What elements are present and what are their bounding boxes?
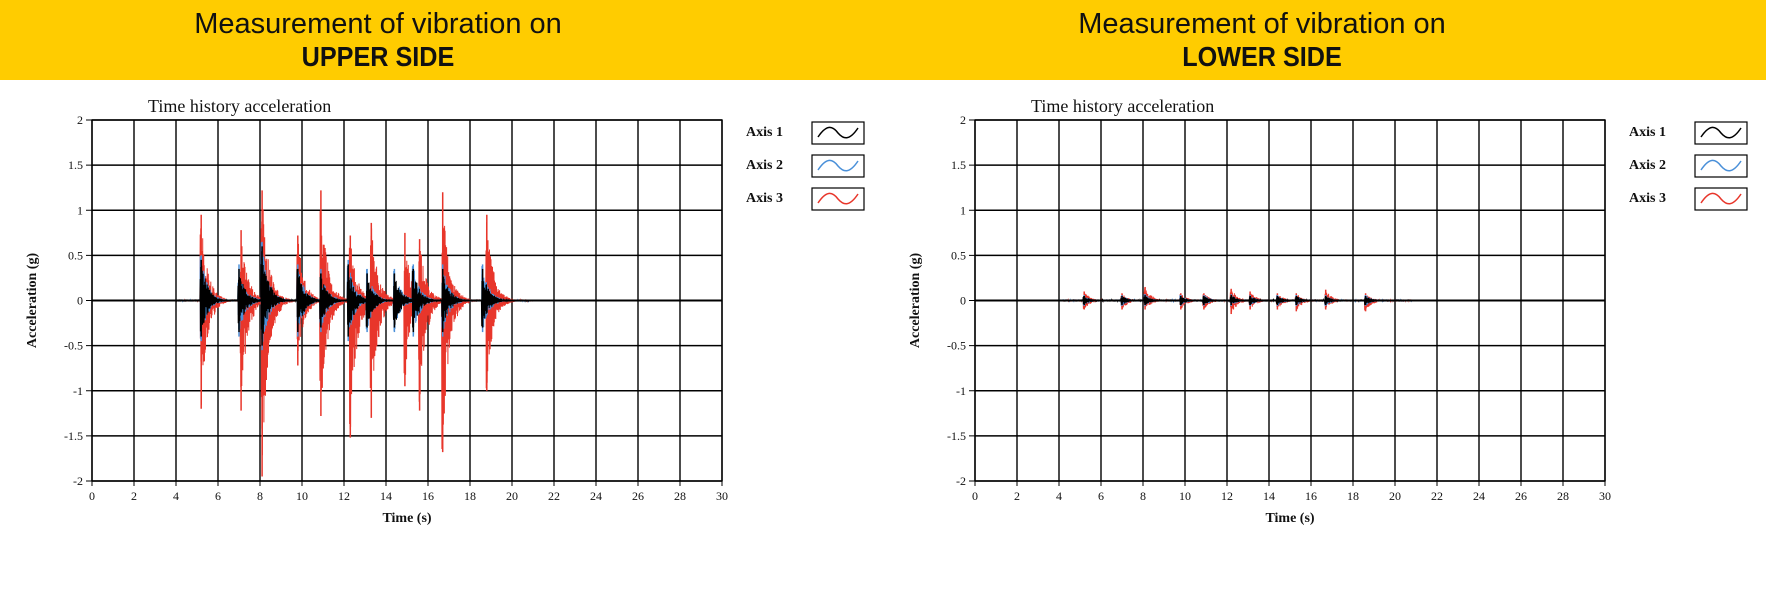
y-tick-label: -0.5 xyxy=(64,339,83,353)
y-axis-label: Acceleration (g) xyxy=(25,253,40,349)
x-tick-label: 8 xyxy=(1140,489,1146,503)
x-tick-label: 20 xyxy=(506,489,518,503)
y-tick-label: 0 xyxy=(77,294,83,308)
series-trace xyxy=(92,196,722,456)
y-tick-label: 1 xyxy=(960,203,966,217)
x-tick-label: 24 xyxy=(590,489,602,503)
y-tick-label: 1.5 xyxy=(68,158,83,172)
y-tick-label: -1.5 xyxy=(64,429,83,443)
x-tick-label: 14 xyxy=(380,489,392,503)
x-tick-label: 20 xyxy=(1389,489,1401,503)
series-axis-3 xyxy=(92,190,722,477)
x-tick-label: 6 xyxy=(215,489,221,503)
x-tick-label: 14 xyxy=(1263,489,1275,503)
x-tick-label: 16 xyxy=(1305,489,1317,503)
x-tick-label: 4 xyxy=(1056,489,1062,503)
legend-swatch-line xyxy=(817,126,859,139)
legend-label: Axis 1 xyxy=(1629,125,1666,140)
header-banner: Measurement of vibration on UPPER SIDE M… xyxy=(0,0,1766,80)
legend-swatch-line xyxy=(1700,192,1742,205)
plot-frame xyxy=(91,119,723,482)
x-tick-label: 10 xyxy=(1179,489,1191,503)
x-tick-label: 18 xyxy=(464,489,476,503)
x-tick-label: 22 xyxy=(1431,489,1443,503)
x-tick-label: 22 xyxy=(548,489,560,503)
legend-swatch-line xyxy=(817,159,859,172)
x-tick-label: 30 xyxy=(1599,489,1611,503)
legend-swatch-line xyxy=(1700,159,1742,172)
y-tick-label: -1 xyxy=(956,384,966,398)
x-axis-label: Time (s) xyxy=(1265,511,1314,526)
x-tick-label: 4 xyxy=(173,489,179,503)
x-tick-label: 12 xyxy=(1221,489,1233,503)
y-tick-label: 1 xyxy=(77,203,83,217)
y-tick-label: 1.5 xyxy=(951,158,966,172)
legend-swatch-line xyxy=(817,192,859,205)
y-tick-label: -1 xyxy=(73,384,83,398)
upper-side-heading: Measurement of vibration on UPPER SIDE xyxy=(128,8,628,73)
x-tick-label: 28 xyxy=(1557,489,1569,503)
x-tick-label: 30 xyxy=(716,489,728,503)
heading-line2: UPPER SIDE xyxy=(301,41,455,72)
chart-title: Time history acceleration xyxy=(1031,96,1214,116)
heading-line2: LOWER SIDE xyxy=(1182,41,1342,72)
legend-swatch-line xyxy=(1700,126,1742,139)
y-tick-label: 2 xyxy=(77,113,83,127)
x-tick-label: 2 xyxy=(1014,489,1020,503)
x-tick-label: 18 xyxy=(1347,489,1359,503)
x-tick-label: 0 xyxy=(89,489,95,503)
x-tick-label: 0 xyxy=(972,489,978,503)
y-tick-label: -1.5 xyxy=(947,429,966,443)
x-tick-label: 28 xyxy=(674,489,686,503)
x-axis-label: Time (s) xyxy=(382,511,431,526)
chart-title: Time history acceleration xyxy=(148,96,331,116)
y-tick-label: 0.5 xyxy=(951,248,966,262)
legend-label: Axis 2 xyxy=(746,158,783,173)
x-tick-label: 6 xyxy=(1098,489,1104,503)
heading-line1: Measurement of vibration on xyxy=(1078,8,1446,40)
x-tick-label: 24 xyxy=(1473,489,1485,503)
x-tick-label: 2 xyxy=(131,489,137,503)
legend-label: Axis 1 xyxy=(746,125,783,140)
x-tick-label: 10 xyxy=(296,489,308,503)
x-tick-label: 16 xyxy=(422,489,434,503)
y-axis-label: Acceleration (g) xyxy=(908,253,923,349)
y-tick-label: -2 xyxy=(956,474,966,488)
y-tick-label: 0 xyxy=(960,294,966,308)
legend-label: Axis 3 xyxy=(746,191,783,206)
heading-line1: Measurement of vibration on xyxy=(194,8,562,40)
legend-label: Axis 3 xyxy=(1629,191,1666,206)
y-tick-label: 0.5 xyxy=(68,248,83,262)
x-tick-label: 26 xyxy=(632,489,644,503)
legend-label: Axis 2 xyxy=(1629,158,1666,173)
plot-frame xyxy=(974,119,1606,482)
x-tick-label: 26 xyxy=(1515,489,1527,503)
y-tick-label: -2 xyxy=(73,474,83,488)
lower-side-heading: Measurement of vibration on LOWER SIDE xyxy=(1012,8,1512,73)
x-tick-label: 8 xyxy=(257,489,263,503)
x-tick-label: 12 xyxy=(338,489,350,503)
y-tick-label: -0.5 xyxy=(947,339,966,353)
y-tick-label: 2 xyxy=(960,113,966,127)
